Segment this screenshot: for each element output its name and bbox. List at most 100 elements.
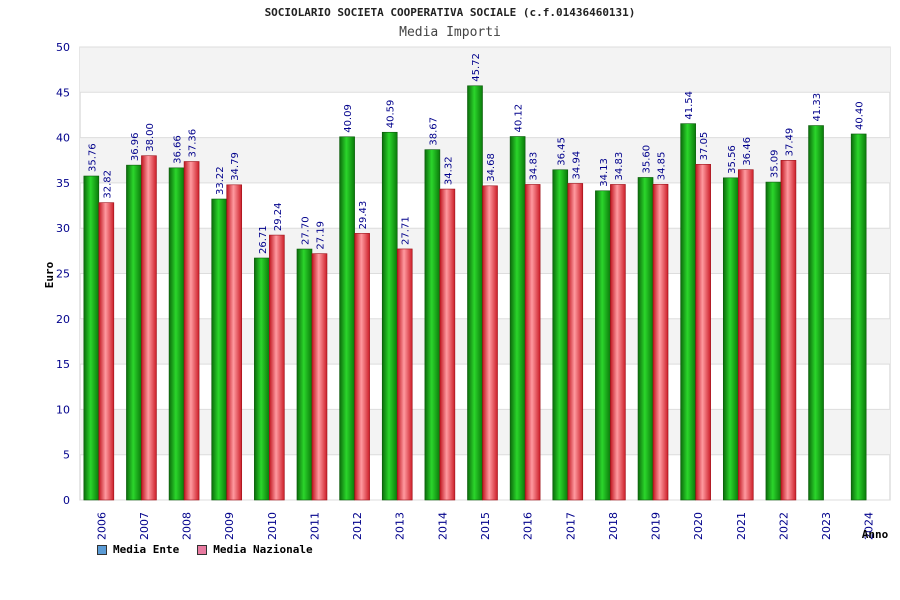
data-label: 36.66	[173, 135, 184, 164]
bar-media-ente	[850, 133, 867, 501]
data-label: 45.72	[471, 53, 482, 82]
bars	[83, 85, 867, 501]
grid-band	[80, 137, 890, 183]
data-label: 27.19	[315, 221, 326, 250]
data-label: 34.83	[614, 152, 625, 181]
data-label: 34.79	[230, 152, 241, 181]
data-label: 41.33	[812, 93, 823, 122]
data-label: 32.82	[102, 170, 113, 199]
y-tick-label: 5	[63, 449, 70, 462]
bar-media-ente	[168, 167, 185, 501]
bar-media-nazionale	[183, 161, 200, 501]
data-label: 36.45	[556, 137, 567, 166]
x-tick-label: 2024	[863, 512, 876, 540]
x-tick-label: 2012	[351, 512, 364, 540]
bar-media-nazionale	[269, 234, 285, 501]
data-label: 33.22	[215, 166, 226, 195]
data-label: 36.46	[742, 137, 753, 166]
bar-media-nazionale	[226, 184, 243, 501]
data-label: 27.71	[401, 216, 412, 245]
bar-media-nazionale	[737, 169, 754, 501]
bar-media-ente	[424, 149, 441, 501]
bar-media-nazionale	[780, 160, 797, 501]
x-axis-label: Anno	[862, 528, 889, 541]
bar-media-ente	[296, 248, 313, 501]
data-label: 34.32	[443, 156, 454, 185]
y-tick-label: 35	[56, 177, 70, 190]
data-label: 37.36	[188, 129, 199, 158]
data-label: 34.83	[529, 152, 540, 181]
legend-item-media-ente: Media Ente	[97, 543, 179, 556]
bar-media-ente	[722, 177, 739, 501]
data-label: 38.00	[145, 123, 156, 152]
data-label: 38.67	[428, 117, 439, 146]
x-axis: 2006 2007 2008 2009 2010 2011 2012 2013 2014 2015…	[95, 512, 875, 540]
x-tick-label: 2020	[692, 512, 705, 540]
data-label: 26.71	[258, 225, 269, 254]
data-label: 34.68	[486, 153, 497, 182]
data-label: 37.49	[784, 128, 795, 157]
y-axis: 0 5 10 15 20 25 30 35 40 45 50	[56, 41, 70, 507]
chart-subtitle: Media Importi	[399, 25, 501, 40]
x-tick-label: 2018	[607, 512, 620, 540]
bar-media-nazionale	[610, 184, 626, 501]
data-label: 35.60	[642, 145, 653, 174]
y-tick-label: 10	[56, 403, 70, 416]
legend: Media Ente Media Nazionale	[97, 543, 313, 556]
data-label: 29.43	[358, 201, 369, 230]
chart-title: SOCIOLARIO SOCIETA COOPERATIVA SOCIALE (…	[264, 6, 636, 19]
bar-labels: 35.76 32.82 36.96 38.00 36.66 37.36 33.22 34.79…	[87, 53, 865, 254]
x-tick-label: 2016	[522, 512, 535, 540]
y-tick-label: 20	[56, 313, 70, 326]
x-tick-label: 2007	[138, 512, 151, 540]
legend-swatch-media-nazionale	[197, 544, 208, 555]
bar-media-ente	[211, 198, 228, 501]
x-tick-label: 2010	[266, 512, 279, 540]
y-tick-label: 0	[63, 494, 70, 507]
grid-band	[80, 47, 890, 93]
data-label: 34.94	[571, 151, 582, 180]
bar-media-nazionale	[354, 233, 370, 501]
bar-media-ente	[552, 169, 569, 501]
bar-media-ente	[83, 175, 100, 501]
data-label: 40.40	[855, 101, 866, 130]
y-tick-label: 15	[56, 358, 70, 371]
bar-media-ente	[467, 85, 483, 501]
data-label: 41.54	[684, 91, 695, 120]
bar-media-nazionale	[396, 248, 413, 501]
y-tick-label: 30	[56, 222, 70, 235]
bar-media-ente	[808, 125, 824, 501]
bar-media-ente	[765, 181, 782, 501]
bar-media-nazionale	[567, 183, 584, 501]
x-tick-label: 2006	[95, 512, 108, 540]
legend-item-media-nazionale: Media Nazionale	[197, 543, 313, 556]
bar-media-nazionale	[652, 183, 669, 501]
y-tick-label: 25	[56, 268, 70, 281]
y-tick-label: 45	[56, 86, 70, 99]
bar-media-ente	[637, 177, 654, 501]
x-tick-label: 2009	[223, 512, 236, 540]
x-tick-label: 2015	[479, 512, 492, 540]
bar-media-nazionale	[98, 202, 115, 501]
bar-media-nazionale	[695, 164, 711, 501]
data-label: 36.96	[130, 133, 141, 162]
x-tick-label: 2013	[394, 512, 407, 540]
legend-label-media-nazionale: Media Nazionale	[213, 543, 313, 556]
bar-media-nazionale	[482, 185, 498, 501]
data-label: 35.76	[87, 143, 98, 172]
bar-media-ente	[254, 257, 270, 501]
bar-media-nazionale	[141, 155, 157, 501]
data-label: 35.56	[727, 145, 738, 174]
data-label: 27.70	[300, 216, 311, 245]
y-tick-label: 50	[56, 41, 70, 54]
bar-media-nazionale	[439, 188, 456, 501]
legend-label-media-ente: Media Ente	[113, 543, 180, 556]
x-tick-label: 2021	[735, 512, 748, 540]
data-label: 40.09	[343, 104, 354, 133]
bar-media-ente	[509, 136, 526, 501]
bar-media-ente	[126, 164, 142, 501]
y-axis-label: Euro	[43, 261, 56, 288]
x-tick-label: 2022	[777, 512, 790, 540]
bar-media-ente	[595, 190, 611, 501]
